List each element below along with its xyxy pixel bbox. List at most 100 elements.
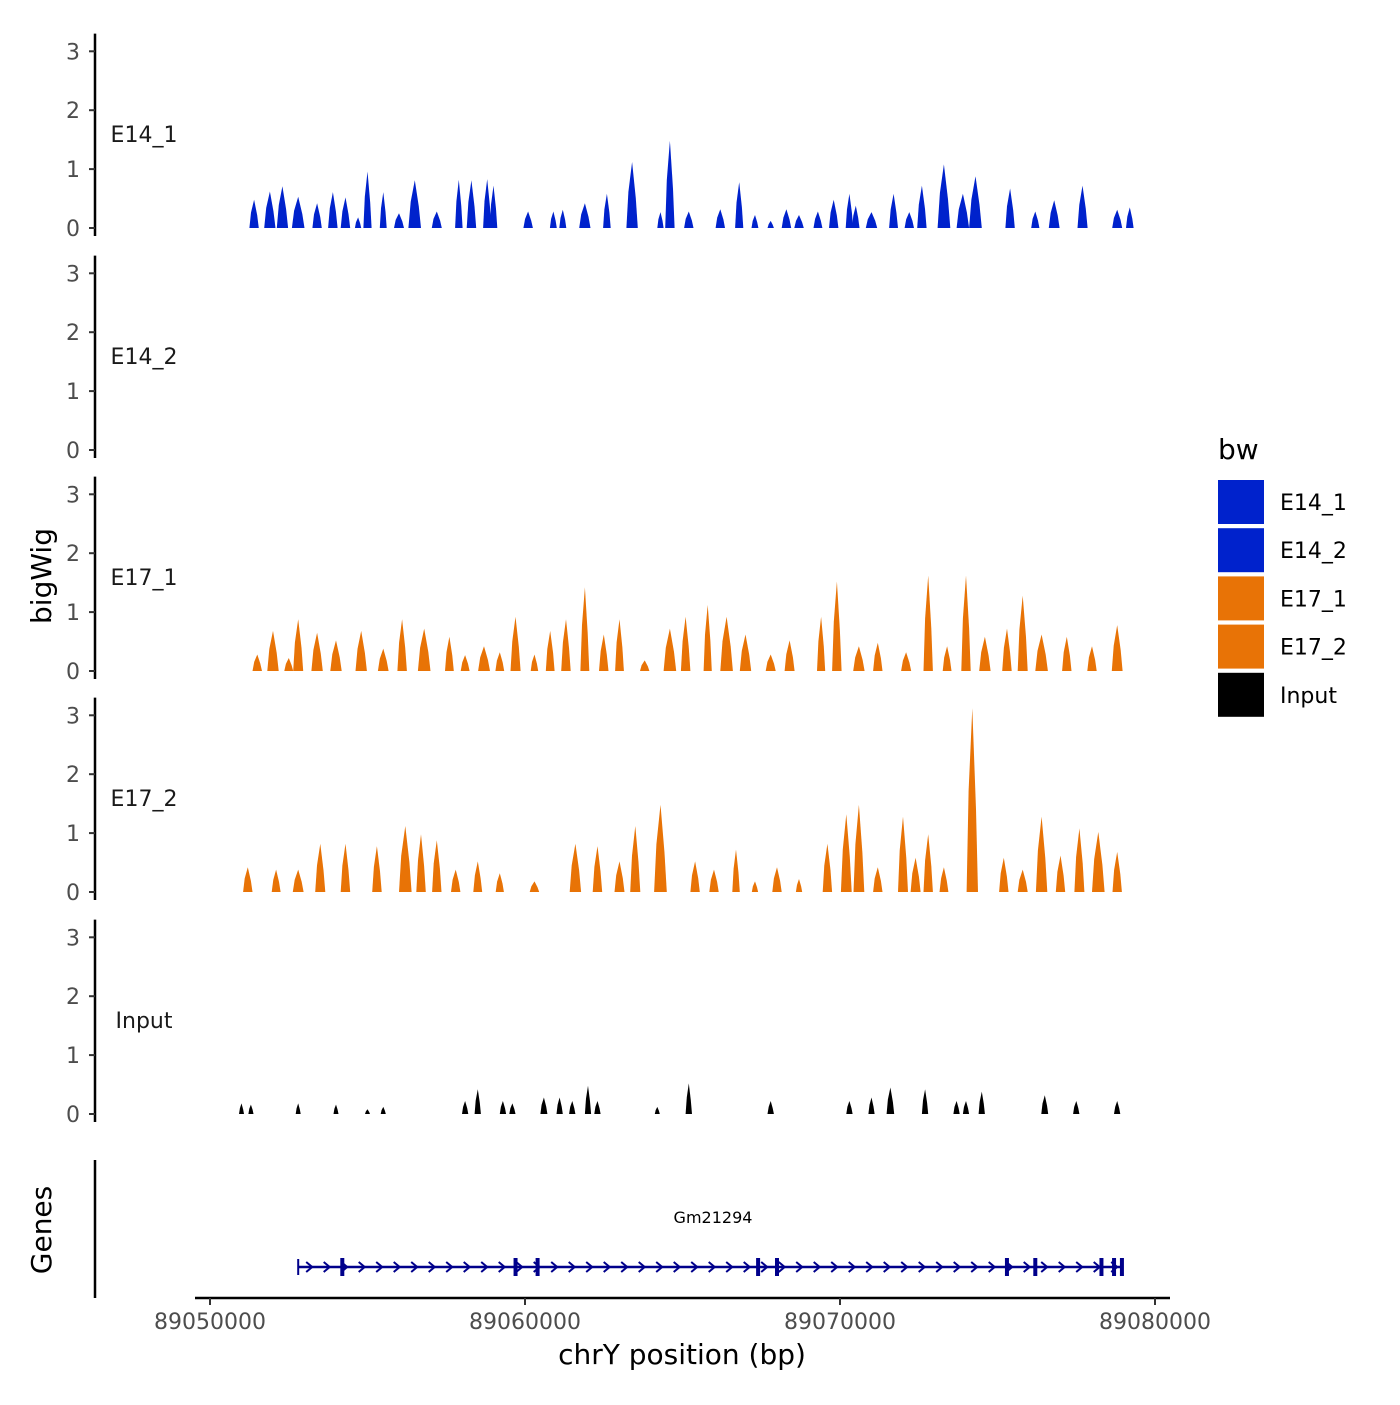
strand-arrow xyxy=(708,1261,717,1273)
track-label: E17_2 xyxy=(111,787,178,812)
coverage-peak xyxy=(813,211,823,228)
strand-arrow xyxy=(1023,1261,1032,1273)
coverage-peak xyxy=(267,630,279,671)
coverage-peak xyxy=(845,193,854,228)
coverage-peak xyxy=(709,869,719,892)
coverage-peak xyxy=(248,1104,254,1114)
coverage-peak xyxy=(969,176,982,228)
y-tick-label: 3 xyxy=(66,262,80,287)
coverage-peak xyxy=(365,1109,370,1114)
track-e17-2: 0 1 2 3 E17_2 xyxy=(66,697,1122,906)
coverage-peak xyxy=(956,193,970,228)
y-tick-label: 1 xyxy=(66,601,80,626)
coverage-peak xyxy=(340,197,351,228)
legend-swatch xyxy=(1218,624,1264,669)
y-tick-label: 2 xyxy=(66,763,80,788)
strand-arrow xyxy=(935,1261,944,1273)
track-e14-1: 0 1 2 3 E14_1 xyxy=(66,33,1134,242)
track-e14-2: 0 1 2 3 E14_2 xyxy=(66,255,177,464)
coverage-peak xyxy=(1126,207,1134,228)
strand-arrow xyxy=(813,1261,822,1273)
strand-arrow xyxy=(883,1261,892,1273)
coverage-peak xyxy=(865,212,878,228)
coverage-peak xyxy=(293,619,304,671)
coverage-peak xyxy=(684,211,694,228)
strand-arrow xyxy=(1075,1261,1084,1273)
coverage-peak xyxy=(408,180,421,228)
y-tick-label: 2 xyxy=(66,321,80,346)
strand-arrow xyxy=(638,1261,647,1273)
coverage-peak xyxy=(1087,646,1097,671)
coverage-peak xyxy=(937,164,951,228)
y-tick-label: 2 xyxy=(66,99,80,124)
coverage-peak xyxy=(654,804,667,892)
coverage-peak xyxy=(630,826,641,892)
y-tick-label: 3 xyxy=(66,40,80,65)
coverage-peak xyxy=(767,220,774,228)
coverage-peak xyxy=(445,636,454,671)
coverage-peak xyxy=(739,634,752,671)
legend-swatch xyxy=(1218,576,1264,621)
coverage-peak xyxy=(559,209,567,228)
coverage-peak xyxy=(569,843,582,892)
strand-arrow xyxy=(1058,1261,1067,1273)
coverage-peak xyxy=(852,205,860,228)
coverage-peak xyxy=(354,217,362,228)
coverage-peak xyxy=(355,630,367,671)
coverage-peak xyxy=(569,1101,576,1114)
coverage-peak xyxy=(603,193,611,228)
coverage-peak xyxy=(853,804,865,892)
x-tick-label: 89080000 xyxy=(1099,1310,1211,1335)
coverage-peak xyxy=(451,869,461,892)
coverage-peak xyxy=(311,632,323,671)
coverage-peak xyxy=(817,616,826,671)
y-tick-label: 1 xyxy=(66,1044,80,1069)
exon-mark xyxy=(1119,1258,1124,1276)
coverage-peak xyxy=(315,843,326,892)
y-tick-label: 3 xyxy=(66,483,80,508)
coverage-peak xyxy=(921,1089,929,1114)
coverage-peak xyxy=(431,211,442,228)
coverage-peak xyxy=(474,1089,481,1114)
strand-arrow xyxy=(603,1261,612,1273)
coverage-peak xyxy=(243,867,253,892)
strand-arrow xyxy=(568,1261,577,1273)
legend-label: Input xyxy=(1280,684,1337,709)
legend-swatch xyxy=(1218,528,1264,573)
coverage-peak xyxy=(703,605,712,671)
coverage-peak xyxy=(276,186,289,228)
coverage-peak xyxy=(868,1097,875,1114)
exon-mark xyxy=(535,1258,540,1276)
coverage-peak xyxy=(394,213,404,228)
coverage-peak xyxy=(953,1101,960,1114)
coverage-peak xyxy=(340,843,351,892)
coverage-peak xyxy=(561,619,571,671)
coverage-peak xyxy=(784,640,795,671)
coverage-peak xyxy=(473,861,483,892)
x-tick-label: 89050000 xyxy=(154,1310,266,1335)
y-tick-label: 0 xyxy=(66,1103,80,1128)
strand-arrow xyxy=(375,1261,384,1273)
coverage-peak xyxy=(917,185,927,228)
coverage-peak xyxy=(372,846,382,892)
strand-arrow xyxy=(410,1261,419,1273)
coverage-peak xyxy=(1112,209,1123,228)
coverage-peak xyxy=(499,1101,507,1114)
exon-mark xyxy=(1033,1258,1038,1276)
genes-axis-title: Genes xyxy=(25,1186,58,1274)
coverage-peak xyxy=(853,646,865,671)
coverage-peak xyxy=(767,1101,774,1114)
coverage-peak xyxy=(239,1103,244,1114)
coverage-peak xyxy=(1092,831,1105,892)
y-tick-label: 0 xyxy=(66,660,80,685)
strand-arrow xyxy=(655,1261,664,1273)
y-axis-title: bigWig xyxy=(25,528,58,624)
coverage-peak xyxy=(840,814,852,892)
coverage-peak xyxy=(417,628,431,671)
strand-arrow xyxy=(830,1261,839,1273)
strand-arrow xyxy=(498,1261,507,1273)
coverage-peak xyxy=(1112,851,1122,892)
coverage-peak xyxy=(978,1091,985,1114)
